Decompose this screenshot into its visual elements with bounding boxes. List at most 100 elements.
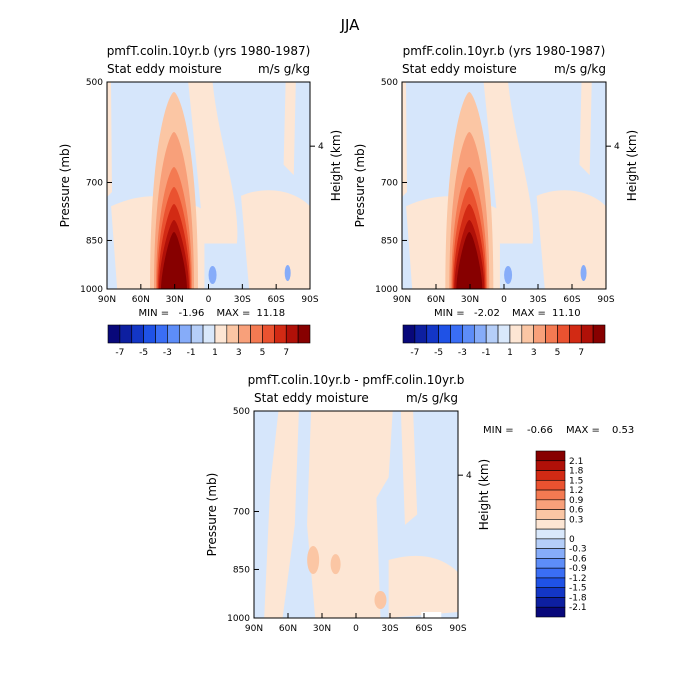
min-label: MIN = [434, 308, 465, 319]
y-right-axis-label: Height (km) [625, 130, 639, 201]
positive-region-sliver [283, 82, 296, 176]
y-tick-label: 1000 [375, 285, 398, 295]
colorbar-tick-label: -5 [434, 348, 443, 358]
colorbar-swatch [535, 577, 566, 589]
subtitle-left: Stat eddy moisture [254, 391, 369, 405]
colorbar-swatch [297, 324, 311, 344]
missing-data [421, 612, 442, 618]
colorbar-tick-label: 0.9 [569, 496, 584, 506]
y-tick-label: 700 [381, 178, 398, 188]
positive-spot [307, 546, 320, 575]
min-label: MIN = [483, 425, 514, 436]
colorbar-swatch [557, 324, 570, 344]
max-value: 11.10 [552, 308, 581, 319]
colorbar-swatch [131, 324, 144, 344]
colorbar-swatch [535, 587, 566, 598]
colorbar-swatch [535, 606, 566, 618]
y-tick-label: 500 [86, 78, 103, 88]
negative-spot [284, 265, 291, 281]
colorbar-tick-label: -5 [139, 348, 148, 358]
x-tick-label: 60S [268, 295, 285, 305]
colorbar-tick-label: -3 [163, 348, 172, 358]
negative-spot [580, 265, 587, 281]
colorbar-tick-label: 5 [555, 348, 561, 358]
colorbar-swatch [533, 324, 546, 344]
colorbar-swatch [426, 324, 439, 344]
colorbar-tick-label: 1.5 [569, 476, 583, 486]
y-tick-label: 500 [233, 407, 250, 417]
colorbar-swatch [414, 324, 428, 344]
colorbar-swatch [535, 470, 566, 481]
colorbar-tick-label: 5 [260, 348, 266, 358]
y-tick-label: 700 [86, 178, 103, 188]
colorbar-tick-label: 1.8 [569, 467, 584, 477]
colorbar-tick-label: -1 [187, 348, 196, 358]
colorbar-swatch [592, 324, 606, 344]
colorbar-tick-label: 1 [212, 348, 218, 358]
max-value: 0.53 [612, 425, 634, 436]
colorbar-swatch [535, 538, 566, 549]
x-tick-label: 90N [98, 295, 116, 305]
colorbar-swatch [485, 324, 499, 344]
y-axis-label: Pressure (mb) [205, 473, 219, 557]
colorbar-tick-label: -1.2 [569, 574, 587, 584]
colorbar-swatch [143, 324, 156, 344]
min-label: MIN = [139, 308, 170, 319]
panel-title: pmfT.colin.10yr.b - pmfF.colin.10yr.b [248, 373, 465, 387]
x-tick-label: 90S [301, 295, 318, 305]
positive-region-west [264, 411, 299, 618]
x-tick-label: 30N [166, 295, 184, 305]
x-tick-label: 60N [132, 295, 150, 305]
negative-spot [208, 266, 217, 284]
panel-title: pmfF.colin.10yr.b (yrs 1980-1987) [403, 44, 606, 58]
colorbar-tick-label: -0.6 [569, 554, 587, 564]
colorbar-swatch [535, 460, 566, 471]
subtitle-right: m/s g/kg [554, 62, 606, 76]
colorbar-swatch [521, 324, 535, 344]
positive-region-south [240, 190, 310, 289]
y-right-tick-label: 4 [614, 142, 620, 152]
min-value: -2.02 [474, 308, 500, 319]
colorbar-tick-label: -1.8 [569, 593, 587, 603]
y-tick-label: 700 [233, 507, 250, 517]
positive-region-central [307, 411, 393, 618]
positive-region-sliver [579, 82, 592, 176]
x-tick-label: 30N [313, 624, 331, 634]
colorbar-swatch [214, 324, 228, 344]
positive-region-edge [107, 82, 112, 197]
colorbar-swatch [535, 489, 566, 501]
colorbar-swatch [535, 548, 566, 559]
colorbar-tick-label: 2.1 [569, 457, 583, 467]
subtitle-left: Stat eddy moisture [402, 62, 517, 76]
colorbar-swatch [509, 324, 523, 344]
contour-field [107, 82, 310, 289]
colorbar-swatch [535, 597, 566, 608]
colorbar-tick-label: 3 [236, 348, 242, 358]
colorbar-swatch [580, 324, 594, 344]
colorbar-tick-label: 1 [507, 348, 513, 358]
colorbar-swatch [545, 324, 558, 344]
panel-title: pmfT.colin.10yr.b (yrs 1980-1987) [107, 44, 311, 58]
x-tick-label: 60S [415, 624, 432, 634]
subtitle-left: Stat eddy moisture [107, 62, 222, 76]
max-value: 11.18 [257, 308, 286, 319]
colorbar-swatch [535, 567, 566, 579]
colorbar-tick-label: -3 [458, 348, 467, 358]
colorbar-swatch [535, 528, 566, 540]
positive-region-upper [483, 82, 534, 244]
colorbar-swatch [262, 324, 275, 344]
positive-region-south [536, 190, 606, 289]
max-label: MAX = [566, 425, 600, 436]
y-right-tick-label: 4 [466, 471, 472, 481]
colorbar-swatch [535, 450, 566, 462]
x-tick-label: 60N [427, 295, 445, 305]
colorbar-tick-label: 1.2 [569, 486, 583, 496]
colorbar-swatch [535, 558, 566, 569]
positive-region-edge [402, 82, 407, 197]
colorbar-tick-label: 7 [578, 348, 584, 358]
colorbar-swatch [497, 324, 511, 344]
colorbar-swatch [107, 324, 121, 344]
figure-title: JJA [340, 16, 361, 34]
colorbar-swatch [450, 324, 463, 344]
